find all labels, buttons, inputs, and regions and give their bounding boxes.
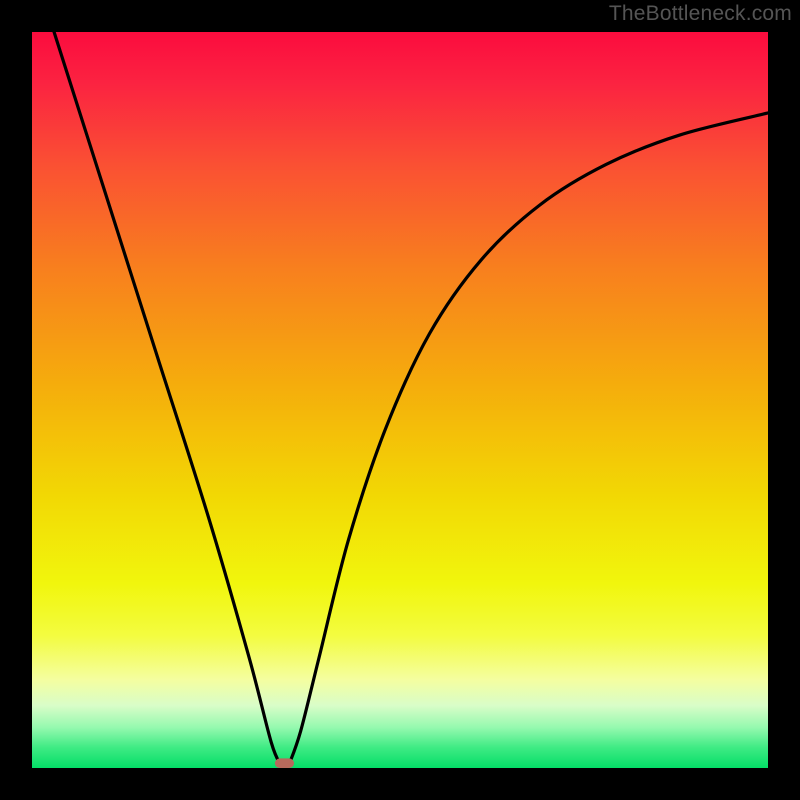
bottleneck-chart [0, 0, 800, 800]
min-marker [275, 758, 294, 768]
watermark-text: TheBottleneck.com [609, 2, 792, 26]
figure-container: TheBottleneck.com [0, 0, 800, 800]
